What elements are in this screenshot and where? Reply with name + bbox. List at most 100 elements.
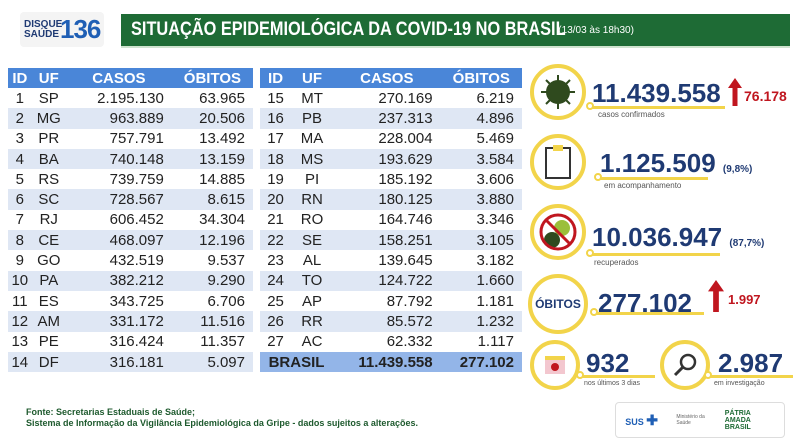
deaths-cell: 1.117 [477,333,514,351]
uf-cell: MT [301,89,323,107]
total-deaths: 277.102 [440,351,522,373]
page-title: SITUAÇÃO EPIDEMIOLÓGICA DA COVID-19 NO B… [131,19,566,40]
recovered-ring [530,204,586,260]
table-row: 12 AM 331.172 11.516 [8,311,253,332]
uf-cell: SP [38,89,59,107]
table-row: 13 PE 316.424 11.357 [8,332,253,352]
logo-line2: SAÚDE [24,28,60,40]
uf-cell: MS [291,148,334,170]
table-row: 26 RR 85.572 1.232 [260,311,522,332]
recovered-pct: (87,7%) [729,238,765,249]
deaths-cell: 3.105 [440,230,522,251]
id-cell: 5 [15,170,24,188]
states-table-right: ID UF CASOS ÓBITOS 15 MT 270.169 6.219 16 PB 237.3… [260,68,522,373]
table-row: 16 PB 237.313 4.896 [260,108,522,129]
id-cell: 3 [15,130,24,148]
footer-source: Fonte: Secretarias Estaduais de Saúde; S… [26,407,418,429]
deaths-cell: 3.346 [476,211,514,229]
id-cell: 22 [260,230,292,251]
id-cell: 9 [15,252,24,270]
uf-cell: AP [302,292,323,310]
table-row: 2 MG 963.889 20.506 [8,108,253,129]
table-row: 18 MS 193.629 3.584 [260,148,522,170]
sus-logo: SUS ✚ [625,411,658,428]
table-row: 25 AP 87.792 1.181 [260,291,522,311]
monitoring-ring [530,134,586,190]
id-cell: 11 [12,292,28,310]
id-cell: 12 [8,311,32,332]
deaths-cell: 63.965 [199,89,245,107]
confirmed-ring [530,64,586,120]
id-cell: 15 [267,89,284,107]
table-row: 3 PR 757.791 13.492 [8,129,253,149]
uf-cell: PI [304,170,320,188]
cases-cell: 139.645 [378,252,433,270]
id-cell: 17 [267,130,284,148]
deaths-cell: 34.304 [199,211,245,229]
deaths-cell: 3.880 [440,189,522,210]
deaths-cell: 9.537 [207,252,245,270]
monitoring-value: 1.125.509 (9,8%) [600,148,753,178]
last3days-label: nos últimos 3 dias [584,380,641,387]
cases-cell: 382.212 [65,270,172,291]
uf-cell: SC [31,189,66,210]
title-bar: SITUAÇÃO EPIDEMIOLÓGICA DA COVID-19 NO B… [121,14,790,48]
cases-cell: 185.192 [378,170,433,188]
uf-cell: MA [300,130,324,148]
table-row: 7 RJ 606.452 34.304 [8,210,253,230]
states-table-left: ID UF CASOS ÓBITOS 1 SP 2.195.130 63.965 2 MG 963.… [8,68,253,373]
column-header: CASOS [65,68,172,88]
column-header: ID [8,68,32,88]
id-cell: 20 [260,189,292,210]
disque-saude-logo: DISQUE SAÚDE 136 [20,12,105,47]
cases-cell: 316.181 [65,351,172,373]
deaths-cell: 12.196 [171,230,253,251]
cases-cell: 158.251 [333,230,441,251]
cases-cell: 85.572 [333,311,441,332]
id-cell: 18 [260,148,292,170]
ministry-logo: Ministério da Saúde [676,414,705,426]
cases-cell: 180.125 [333,189,441,210]
cases-cell: 432.519 [109,252,164,270]
uf-cell: PB [291,108,334,129]
investigation-value: 2.987 [718,348,784,378]
table-row: 4 BA 740.148 13.159 [8,148,253,170]
cases-cell: 468.097 [65,230,172,251]
recovered-value: 10.036.947 (87,7%) [592,222,765,252]
table-row: 23 AL 139.645 3.182 [260,250,522,270]
cases-cell: 62.332 [386,333,433,351]
table-row: 14 DF 316.181 5.097 [8,351,253,373]
cases-cell: 343.725 [109,292,164,310]
cases-cell: 316.424 [109,333,164,351]
deaths-cell: 11.357 [200,333,245,351]
deaths-cell: 4.896 [440,108,522,129]
column-header: ÓBITOS [440,68,522,88]
deaths-cell: 11.516 [171,311,253,332]
table-row: 1 SP 2.195.130 63.965 [8,88,253,108]
virus-icon [541,75,575,109]
table-row: 24 TO 124.722 1.660 [260,270,522,291]
column-header: UF [31,68,66,88]
uf-cell: PR [38,130,60,148]
column-header: UF [291,68,334,88]
uf-cell: AL [302,252,322,270]
brasil-logo: PÁTRIA AMADA BRASIL [724,409,751,431]
table-row: 11 ES 343.725 6.706 [8,291,253,311]
id-cell: 10 [8,270,32,291]
total-row: BRASIL 11.439.558 277.102 [260,351,522,373]
cases-cell: 728.567 [65,189,172,210]
clipboard-icon [545,145,571,179]
uf-cell: PA [31,270,66,291]
confirmed-increase: 76.178 [744,88,787,104]
id-cell: 21 [267,211,284,229]
uf-cell: GO [37,252,61,270]
deaths-cell: 5.097 [171,351,253,373]
deaths-cell: 20.506 [171,108,253,129]
cases-cell: 963.889 [65,108,172,129]
report-date: (13/03 às 18h30) [558,24,634,36]
id-cell: 23 [267,252,284,270]
id-cell: 2 [8,108,32,129]
table-row: 9 GO 432.519 9.537 [8,250,253,270]
arrow-up-icon [728,78,742,106]
logo-number: 136 [60,14,101,44]
